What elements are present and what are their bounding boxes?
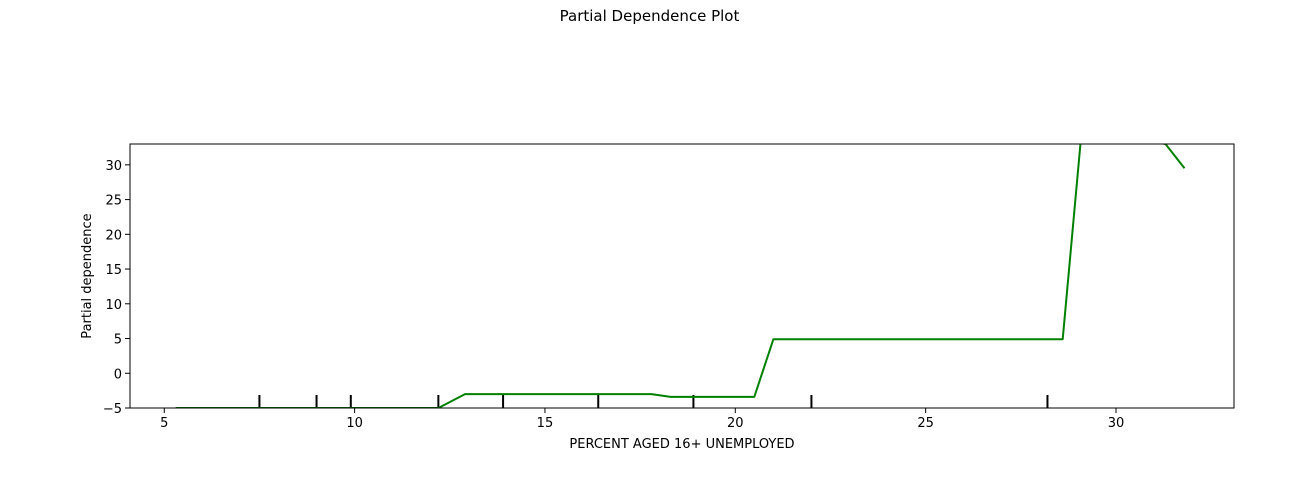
y-tick-label: 15 <box>105 263 122 278</box>
y-axis-label: Partial dependence <box>80 213 95 338</box>
y-tick-label: 5 <box>114 333 122 348</box>
x-tick-label: 15 <box>537 416 554 431</box>
x-tick-label: 10 <box>346 416 363 431</box>
pd-series-line <box>175 144 1186 408</box>
rug-layer <box>258 395 1049 408</box>
y-tick-label: 10 <box>105 298 122 313</box>
y-tick-label: 0 <box>114 367 122 382</box>
line-layer <box>175 144 1186 408</box>
x-tick-label: 20 <box>727 416 744 431</box>
x-ticks: 5 10 15 20 25 30 <box>160 408 1124 431</box>
chart-title: Partial Dependence Plot <box>559 7 740 25</box>
x-tick-label: 30 <box>1108 416 1125 431</box>
y-ticks: −5 0 5 10 15 20 25 30 <box>103 159 130 417</box>
axes-frame <box>129 143 1235 409</box>
y-tick-label: 20 <box>105 228 122 243</box>
y-tick-label: 30 <box>105 159 122 174</box>
x-tick-label: 25 <box>917 416 934 431</box>
x-axis-label: PERCENT AGED 16+ UNEMPLOYED <box>569 437 794 452</box>
y-tick-label: −5 <box>103 402 122 417</box>
y-tick-label: 25 <box>105 194 122 209</box>
x-tick-label: 5 <box>160 416 168 431</box>
